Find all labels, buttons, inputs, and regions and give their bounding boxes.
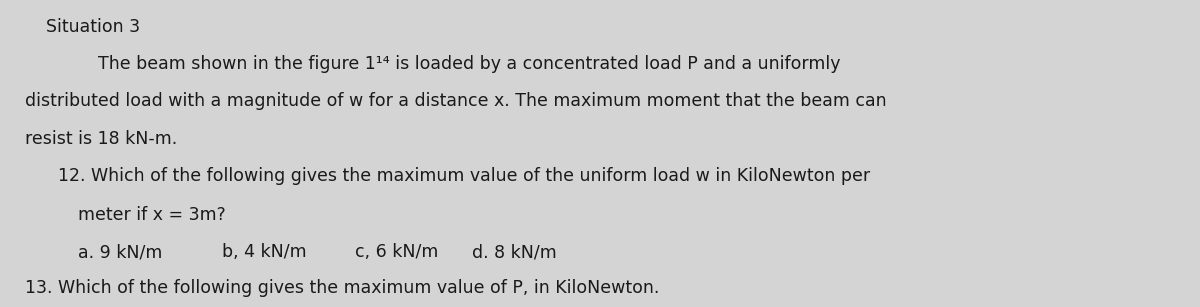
Text: The beam shown in the figure 1¹⁴ is loaded by a concentrated load P and a unifor: The beam shown in the figure 1¹⁴ is load… (98, 55, 841, 73)
Text: c, 6 kN/m: c, 6 kN/m (355, 243, 438, 261)
Text: 12. Which of the following gives the maximum value of the uniform load w in Kilo: 12. Which of the following gives the max… (58, 167, 870, 185)
Text: 13. Which of the following gives the maximum value of P, in KiloNewton.: 13. Which of the following gives the max… (25, 279, 660, 297)
Text: resist is 18 kN-m.: resist is 18 kN-m. (25, 130, 178, 148)
Text: meter if x = 3m?: meter if x = 3m? (78, 206, 226, 224)
Text: b, 4 kN/m: b, 4 kN/m (222, 243, 307, 261)
Text: d. 8 kN/m: d. 8 kN/m (472, 243, 557, 261)
Text: distributed load with a magnitude of w for a distance x. The maximum moment that: distributed load with a magnitude of w f… (25, 92, 887, 110)
Text: a. 9 kN/m: a. 9 kN/m (78, 243, 162, 261)
Text: Situation 3: Situation 3 (46, 18, 139, 37)
